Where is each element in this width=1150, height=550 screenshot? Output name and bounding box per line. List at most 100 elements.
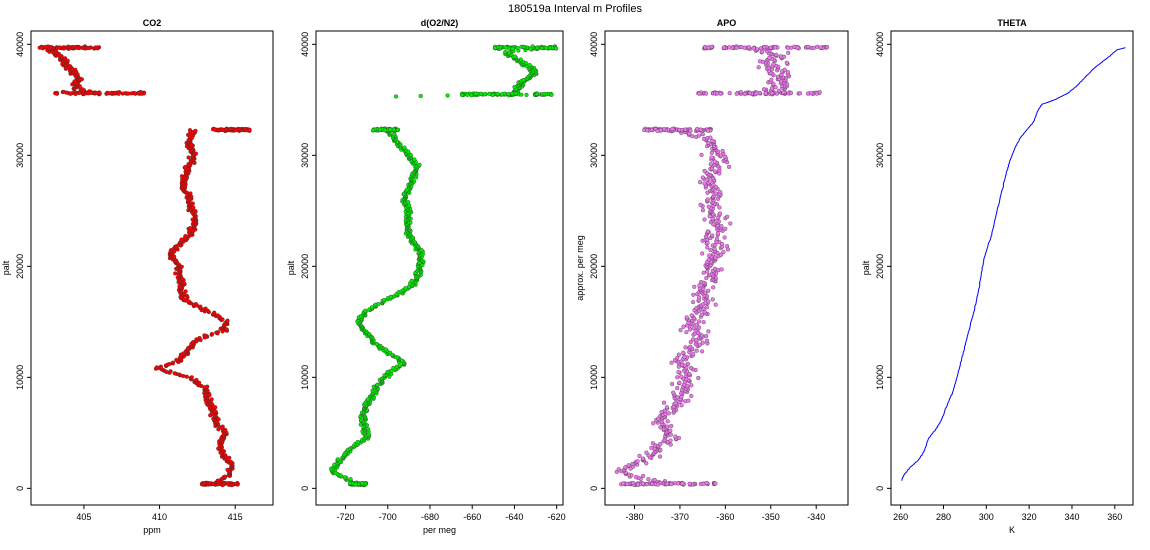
x-tick-label: -380 <box>626 512 644 522</box>
data-point <box>675 395 680 400</box>
x-tick-label: -370 <box>671 512 689 522</box>
data-point <box>696 133 702 138</box>
data-point <box>235 482 240 487</box>
data-point <box>673 434 678 439</box>
data-point <box>506 91 511 97</box>
data-point <box>778 54 784 59</box>
data-point <box>652 477 657 482</box>
data-point <box>669 423 674 429</box>
data-point <box>651 421 656 426</box>
y-axis-label: palt <box>1 260 11 275</box>
data-point <box>702 168 707 173</box>
data-point <box>549 92 554 97</box>
data-point <box>81 45 86 50</box>
data-point <box>418 93 423 99</box>
data-point <box>189 375 194 380</box>
data-point <box>707 214 712 219</box>
x-tick-label: 405 <box>76 512 91 522</box>
data-point <box>691 300 696 305</box>
data-point <box>445 93 450 98</box>
data-point <box>700 349 705 354</box>
data-point <box>768 45 773 50</box>
data-point <box>371 128 376 133</box>
data-point <box>207 481 212 486</box>
data-point <box>419 248 424 253</box>
data-point <box>676 435 681 441</box>
data-point <box>767 55 772 60</box>
data-point <box>649 127 654 132</box>
data-point <box>698 280 704 285</box>
data-point <box>721 250 726 255</box>
data-point <box>698 180 703 185</box>
y-tick-label: 40000 <box>15 32 25 57</box>
y-tick-label: 0 <box>589 486 599 491</box>
data-point <box>680 481 685 486</box>
data-point <box>702 181 707 186</box>
data-point <box>727 91 732 96</box>
x-axis-label: ppm <box>143 525 161 535</box>
data-point <box>528 46 533 51</box>
data-point <box>723 226 728 231</box>
data-point <box>172 371 177 376</box>
x-tick-label: -660 <box>463 512 481 522</box>
data-point <box>705 128 710 133</box>
data-point <box>699 152 704 157</box>
x-axis-label: per meg <box>423 525 456 535</box>
x-axis-label: K <box>1009 525 1015 535</box>
data-point <box>700 251 705 256</box>
data-point <box>697 319 702 324</box>
data-point <box>515 45 520 50</box>
data-point <box>706 299 711 304</box>
data-point <box>409 278 414 283</box>
data-point <box>676 352 681 357</box>
x-tick-label: -700 <box>379 512 397 522</box>
data-point <box>709 155 714 160</box>
data-point <box>631 480 636 486</box>
data-point <box>211 482 216 487</box>
data-point <box>704 305 709 310</box>
y-tick-label: 20000 <box>15 254 25 279</box>
data-point <box>188 226 193 231</box>
x-tick-label: 320 <box>1022 512 1037 522</box>
data-point <box>713 191 718 196</box>
data-point <box>544 45 549 50</box>
data-point <box>524 92 529 97</box>
y-tick-label: 10000 <box>589 365 599 390</box>
data-point <box>644 482 650 487</box>
data-point <box>723 154 728 159</box>
data-point <box>691 326 696 331</box>
data-point <box>759 49 765 54</box>
panel-title: THETA <box>997 18 1027 28</box>
data-point <box>500 92 505 97</box>
data-point <box>355 439 360 444</box>
data-point <box>197 380 202 385</box>
y-tick-label: 0 <box>300 486 310 491</box>
panel-1: d(O2/N2) -720 -700 -680 -660 -640 -620 0 10000 20… <box>286 18 566 535</box>
data-point <box>554 46 559 51</box>
data-point <box>771 62 776 67</box>
data-point <box>665 424 670 429</box>
data-point <box>363 308 368 313</box>
series <box>329 44 559 488</box>
data-point <box>769 86 775 91</box>
data-point <box>518 57 523 62</box>
data-point <box>513 91 518 96</box>
panel-title: d(O2/N2) <box>421 18 459 28</box>
data-point <box>691 292 696 297</box>
plot-frame <box>315 30 564 506</box>
data-point <box>704 338 710 343</box>
data-point <box>186 155 191 160</box>
data-point <box>673 401 678 406</box>
data-point <box>220 424 225 429</box>
data-point <box>215 313 220 318</box>
data-point <box>469 93 474 98</box>
data-point <box>684 315 689 320</box>
data-point <box>754 91 759 96</box>
data-point <box>704 276 709 281</box>
data-point <box>664 481 670 486</box>
data-point <box>61 89 66 94</box>
data-point <box>707 253 712 258</box>
data-point <box>227 455 232 460</box>
data-point <box>645 128 650 133</box>
data-point <box>378 127 383 132</box>
